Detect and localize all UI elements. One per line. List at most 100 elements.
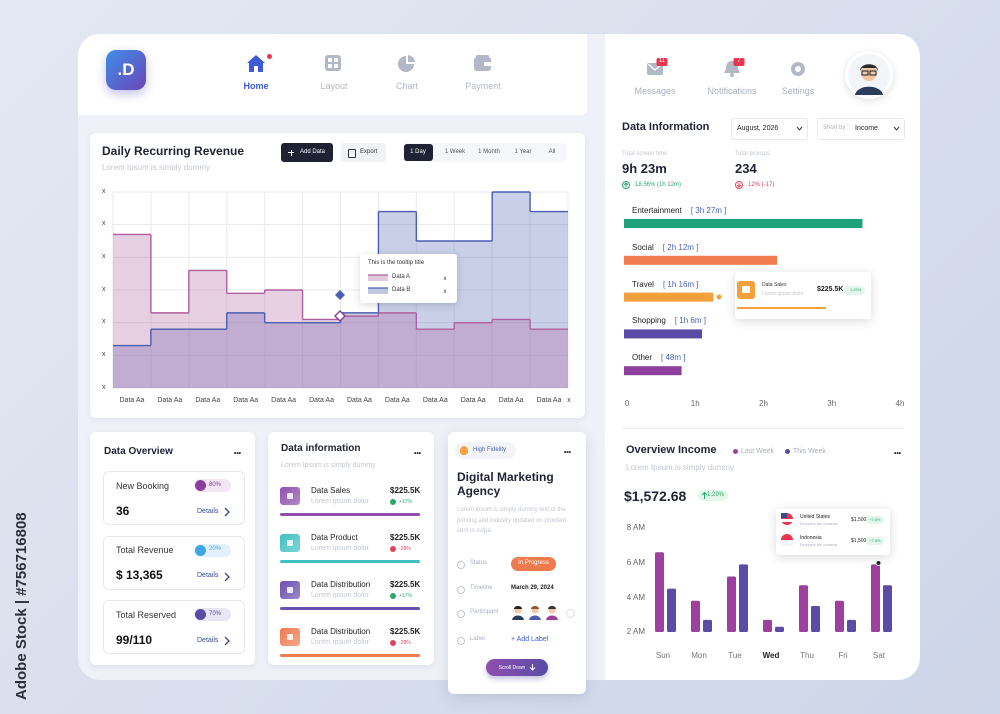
button-label: Export [360,149,378,156]
participant-avatar [512,606,524,620]
chevron [224,572,230,581]
nav-icon-part [398,56,414,72]
change-dot [390,640,396,646]
sort-dropdown[interactable] [817,118,905,140]
nav-icon-part [334,58,338,62]
stat-label: New Booking [116,480,170,491]
trend-arrow [701,491,708,499]
export-icon [348,149,356,158]
add-data-button[interactable] [281,143,333,162]
stat-label: Total pickups [735,151,770,158]
stat-label: Total screen time [622,151,668,158]
item-title: Data Product [311,533,358,543]
field-value[interactable]: + Add Label [511,635,549,643]
nav-icon-part [476,55,489,59]
popup-subtitle: Lorem ipsum dolor [762,291,804,297]
nav-item[interactable]: Home [243,80,269,91]
x-tick-label: Fri [838,651,848,661]
logo-tile[interactable] [106,50,146,90]
watermark: Adobe Stock | #756716808 [13,512,30,700]
scroll-button[interactable] [486,659,548,676]
sort-label: Short by : [823,125,849,132]
tag-icon [460,446,468,455]
item-bar [280,654,420,657]
month-dropdown[interactable] [731,118,808,140]
item-subtitle: Lorem ipsum dolor [311,544,369,552]
category-label: Other [632,353,653,363]
popup-country: Indonesia [800,535,822,541]
item-bar [280,513,420,516]
project-title: Digital Marketing Agency [457,470,554,498]
top-nav-icon-part [730,73,734,77]
item-change: -28% [399,546,411,552]
x-tick-label: Data Aa [498,396,524,404]
nav-item[interactable]: Layout [320,80,348,91]
range-tab[interactable]: All [548,149,556,156]
stat-value: 99/110 [116,632,153,647]
item-title: Data Distribution [311,580,371,590]
chevron-part [224,636,230,646]
legend-label: Data B [392,287,411,294]
x-tick-label: Sun [655,651,671,661]
card-title: Daily Recurring Revenue [102,143,245,158]
item-icon-glyph [287,587,293,593]
popup-note: Excepteur sint occaecat [800,521,838,526]
item-title: Data Distribution [311,627,371,637]
item-bar [280,560,420,563]
category-row: Social [ 2h 12m ] [632,243,698,253]
status-pill [511,557,556,571]
menu-dots[interactable]: ... [233,442,241,457]
y-tick-label: x [102,285,106,293]
popup-title: Data Sales [762,282,787,288]
trend-icon-part [735,181,743,189]
popup-amount: $1,500 [851,517,867,523]
stat-badge: 70% [209,610,222,617]
item-amount: $225.5K [390,580,421,590]
range-tab-active[interactable] [404,144,433,161]
chevron [224,636,230,646]
chevron-part [224,572,230,581]
value-label: [ 1h 6m ] [674,316,706,326]
x-tick-label: Data Aa [271,396,297,404]
value-label: [ 1h 16m ] [662,279,699,289]
y-tick-label: x [102,383,106,391]
x-tick-label: Data Aa [157,396,183,404]
participant-avatar-part [514,606,522,609]
nav-icon-part [334,64,338,68]
item-subtitle: Lorem ipsum dolor [311,497,369,505]
item-amount: $225.5K [390,533,421,543]
nav-item[interactable]: Payment [465,80,501,91]
user-avatar-part [860,64,878,71]
details-link[interactable]: Details [197,507,219,515]
logo-text: .D [117,59,135,79]
stat-change: 18.56% (1h 12m) [635,182,682,189]
top-nav-label[interactable]: Settings [781,85,815,96]
popup-change-pill [843,286,865,295]
menu-dots[interactable]: ... [563,441,571,456]
range-tab[interactable]: 1 Month [478,149,500,156]
range-tab[interactable]: 1 Day [410,149,426,156]
legend-dot [733,449,738,454]
details-link[interactable]: Details [197,572,219,580]
value-label: [ 3h 27m ] [690,206,727,215]
stat-value: 9h 23m [622,161,667,177]
top-nav-label[interactable]: Messages [634,85,676,96]
revenue-card [90,133,585,418]
nav-active-dot [267,54,272,59]
menu-dots[interactable]: ... [893,442,901,457]
nav-icon-part [247,55,265,72]
menu-dots[interactable]: ... [413,442,421,457]
range-group [403,143,566,162]
field-icon [457,610,465,618]
nav-item[interactable]: Chart [395,80,419,91]
category-label: Entertainment [632,206,682,215]
popup-change-pill [866,537,884,545]
range-tab[interactable]: 1 Year [514,149,532,156]
x-tick-label: Data Aa [536,396,562,404]
top-nav-label[interactable]: Notifications [707,85,757,96]
nav-icon [474,55,491,71]
range-tab[interactable]: 1 Week [444,149,466,156]
field-icon [457,637,465,645]
details-link[interactable]: Details [197,636,219,644]
